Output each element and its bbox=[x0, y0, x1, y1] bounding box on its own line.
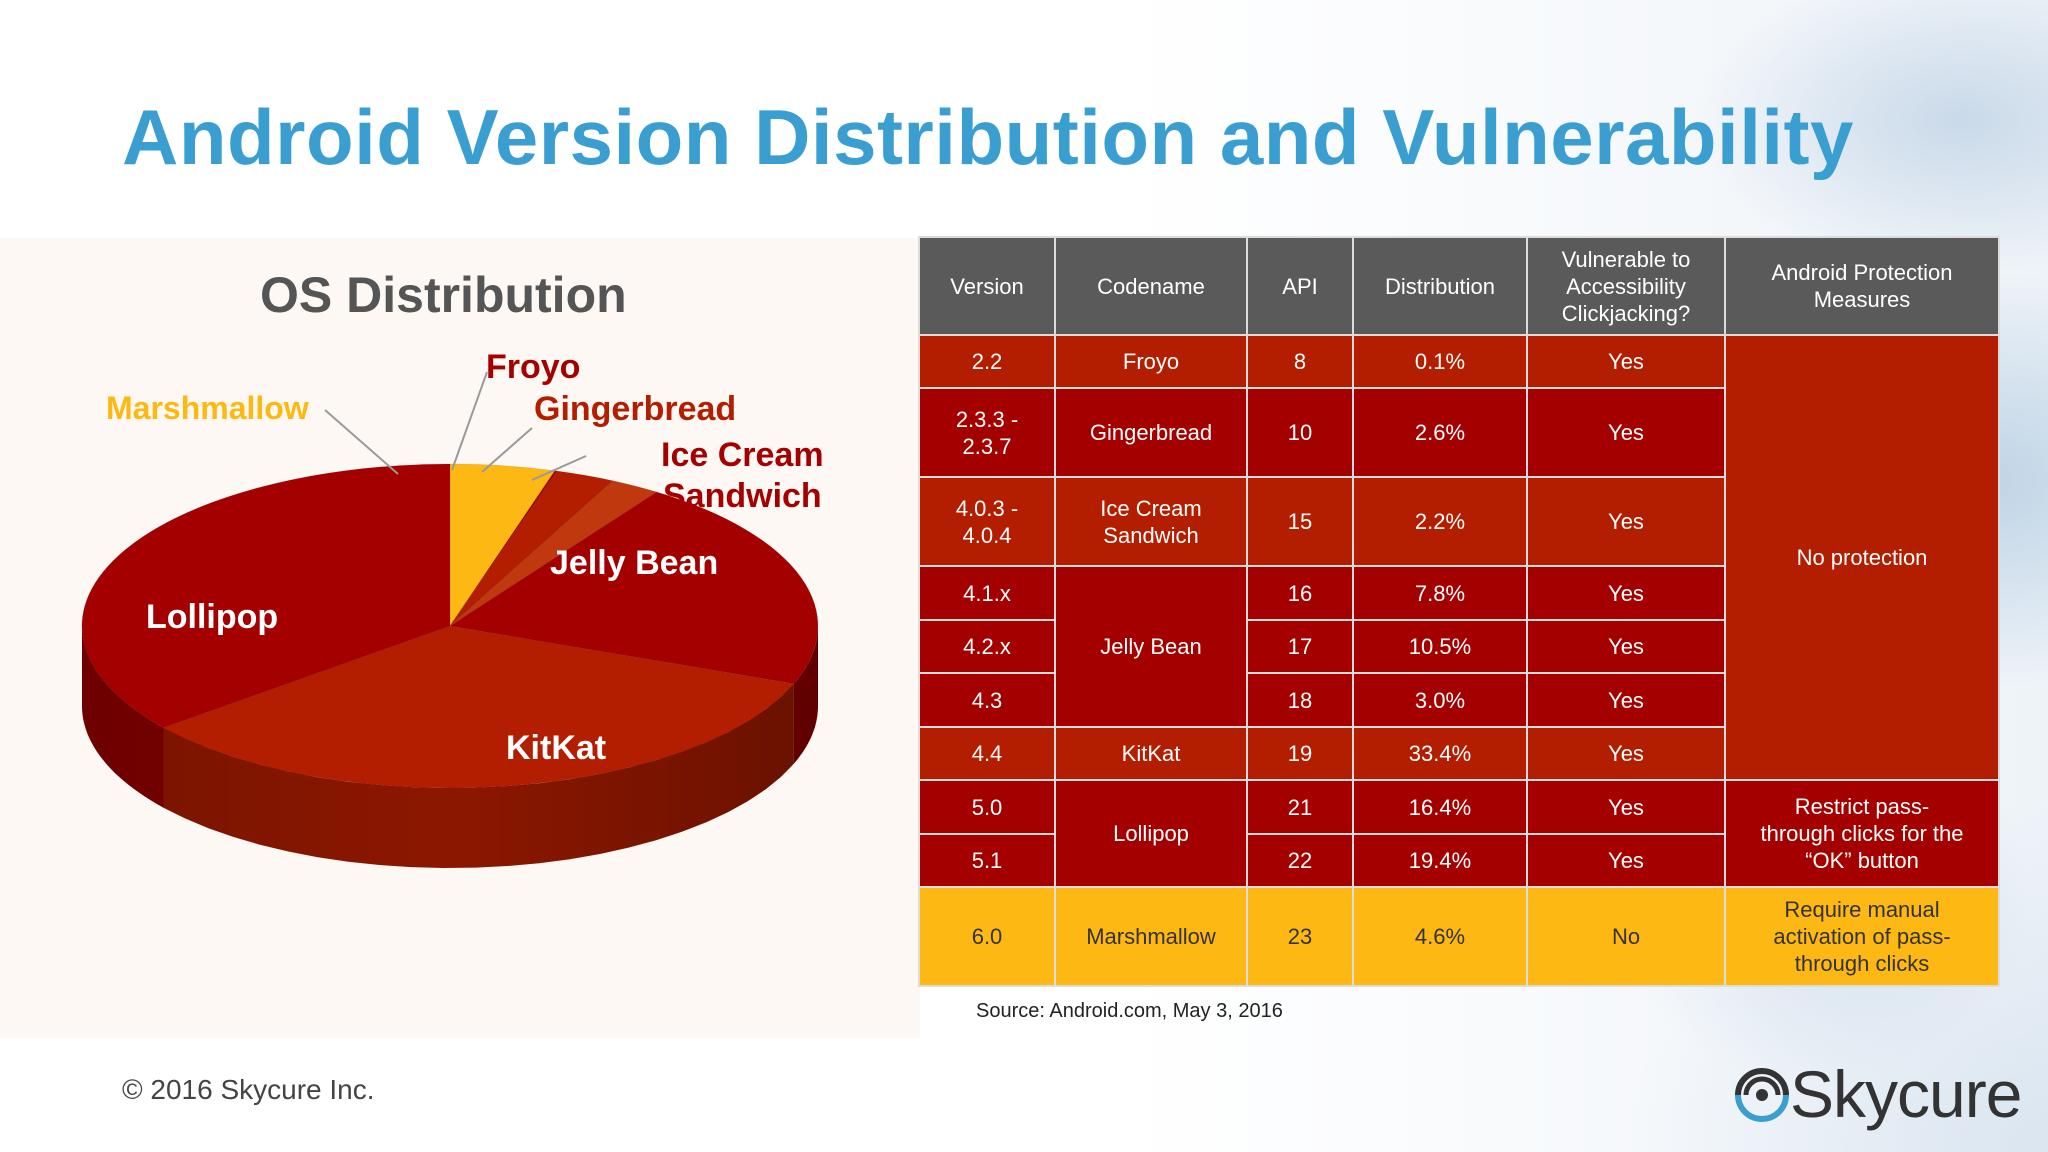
cell-vulnerable: Yes bbox=[1526, 726, 1726, 781]
cell-codename: Ice Cream Sandwich bbox=[1054, 476, 1248, 567]
pie-chart bbox=[81, 371, 819, 868]
pie-label-gingerbread: Gingerbread bbox=[534, 390, 737, 428]
cell-distribution: 2.6% bbox=[1352, 387, 1528, 478]
chart-title: OS Distribution bbox=[260, 267, 627, 323]
leader-line-marshmallow bbox=[324, 409, 399, 475]
cell-api: 15 bbox=[1246, 476, 1354, 567]
pie-label-kitkat: KitKat bbox=[506, 729, 607, 767]
cell-version: 4.3 bbox=[918, 672, 1056, 728]
cell-vulnerable: Yes bbox=[1526, 565, 1726, 621]
table-row: 2.2 Froyo 8 0.1% Yes No protection bbox=[918, 334, 2000, 781]
pie-sides bbox=[82, 626, 818, 868]
leader-line-gingerbread bbox=[481, 427, 533, 473]
cell-version: 4.0.3 -4.0.4 bbox=[918, 476, 1056, 567]
table-row: 5.0 Lollipop 21 16.4% Yes Restrict pass-… bbox=[918, 779, 2000, 888]
table-row: 4.3 18 3.0% Yes bbox=[918, 672, 1999, 728]
table-row: 4.2.x 17 10.5% Yes bbox=[918, 619, 1999, 674]
pie-label-lollipop: Lollipop bbox=[146, 598, 279, 636]
pie-label-ice-cream-2: Sandwich bbox=[663, 477, 822, 515]
pie-slice-gingerbread bbox=[449, 470, 614, 627]
logo-text: Skycure bbox=[1790, 1057, 2022, 1131]
page-title: Android Version Distribution and Vulnera… bbox=[122, 93, 1854, 181]
cell-distribution: 4.6% bbox=[1352, 886, 1528, 987]
copyright: © 2016 Skycure Inc. bbox=[122, 1074, 375, 1105]
source-note: Source: Android.com, May 3, 2016 bbox=[976, 1000, 1283, 1022]
table-row: 5.1 22 19.4% Yes bbox=[918, 833, 1999, 888]
cell-version: 4.2.x bbox=[918, 619, 1056, 674]
cell-protection-marshmallow: Require manual activation of pass-through… bbox=[1724, 886, 2000, 987]
pie-tops bbox=[81, 463, 819, 789]
pie-slice-kitkat bbox=[162, 625, 795, 789]
skycure-logo: Skycure bbox=[1730, 1056, 2022, 1136]
cell-version: 5.0 bbox=[918, 779, 1056, 835]
leader-line-ice-cream bbox=[531, 455, 587, 481]
pie-leader-lines bbox=[324, 371, 587, 481]
cell-distribution: 10.5% bbox=[1352, 619, 1528, 674]
pie-slice-ice-cream-sandwich bbox=[449, 480, 658, 627]
cell-codename: Gingerbread bbox=[1054, 387, 1248, 478]
leader-line-froyo bbox=[451, 371, 488, 471]
header-protection: Android Protection Measures bbox=[1724, 236, 2000, 336]
cell-distribution: 2.2% bbox=[1352, 476, 1528, 567]
cell-protection-none: No protection bbox=[1724, 334, 2000, 781]
cell-vulnerable: Yes bbox=[1526, 779, 1726, 835]
cell-version: 4.4 bbox=[918, 726, 1056, 781]
cell-vulnerable: Yes bbox=[1526, 334, 1726, 389]
cell-distribution: 3.0% bbox=[1352, 672, 1528, 728]
cell-api: 16 bbox=[1246, 565, 1354, 621]
cell-distribution: 0.1% bbox=[1352, 334, 1528, 389]
cell-api: 10 bbox=[1246, 387, 1354, 478]
cell-vulnerable: Yes bbox=[1526, 476, 1726, 567]
header-version: Version bbox=[918, 236, 1056, 336]
pie-label-marshmallow: Marshmallow bbox=[106, 390, 309, 426]
cell-version: 2.3.3 -2.3.7 bbox=[918, 387, 1056, 478]
pie-label-jelly-bean: Jelly Bean bbox=[550, 544, 719, 582]
cell-version: 2.2 bbox=[918, 334, 1056, 389]
table-row: 6.0 Marshmallow 23 4.6% No Require manua… bbox=[918, 886, 2000, 987]
cell-vulnerable: No bbox=[1526, 886, 1726, 987]
skycure-logo-icon bbox=[1735, 1068, 1789, 1122]
cell-codename: KitKat bbox=[1054, 726, 1248, 781]
table-row: 4.4 KitKat 19 33.4% Yes bbox=[918, 726, 1999, 781]
cell-distribution: 16.4% bbox=[1352, 779, 1528, 835]
cell-codename: Froyo bbox=[1054, 334, 1248, 389]
cell-protection-lollipop: Restrict pass-through clicks for the “OK”… bbox=[1724, 779, 2000, 888]
header-distribution: Distribution bbox=[1352, 236, 1528, 336]
header-api: API bbox=[1246, 236, 1354, 336]
cell-distribution: 33.4% bbox=[1352, 726, 1528, 781]
cell-vulnerable: Yes bbox=[1526, 672, 1726, 728]
table-row: 4.1.x Jelly Bean 16 7.8% Yes bbox=[918, 565, 1999, 728]
cell-api: 21 bbox=[1246, 779, 1354, 835]
cell-api: 17 bbox=[1246, 619, 1354, 674]
pie-side-shade bbox=[82, 626, 818, 868]
cell-vulnerable: Yes bbox=[1526, 833, 1726, 888]
cell-distribution: 19.4% bbox=[1352, 833, 1528, 888]
cell-version: 5.1 bbox=[918, 833, 1056, 888]
cell-codename: Jelly Bean bbox=[1054, 565, 1248, 728]
pie-slice-lollipop bbox=[81, 463, 451, 729]
table-row: 4.0.3 -4.0.4 Ice Cream Sandwich 15 2.2% Y… bbox=[918, 476, 1999, 567]
cell-version: 4.1.x bbox=[918, 565, 1056, 621]
pie-label-ice-cream-1: Ice Cream bbox=[661, 436, 824, 474]
cell-version: 6.0 bbox=[918, 886, 1056, 987]
version-table: Version Codename API Distribution Vulner… bbox=[918, 236, 2000, 987]
cell-api: 23 bbox=[1246, 886, 1354, 987]
pie-label-froyo: Froyo bbox=[486, 348, 581, 386]
cell-vulnerable: Yes bbox=[1526, 387, 1726, 478]
cell-api: 8 bbox=[1246, 334, 1354, 389]
table-row: 2.3.3 -2.3.7 Gingerbread 10 2.6% Yes bbox=[918, 387, 1999, 478]
pie-slice-jelly-bean bbox=[448, 491, 819, 685]
cell-vulnerable: Yes bbox=[1526, 619, 1726, 674]
cell-api: 18 bbox=[1246, 672, 1354, 728]
cell-distribution: 7.8% bbox=[1352, 565, 1528, 621]
header-codename: Codename bbox=[1054, 236, 1248, 336]
cell-api: 19 bbox=[1246, 726, 1354, 781]
table-header-row: Version Codename API Distribution Vulner… bbox=[918, 236, 2000, 336]
cell-codename: Marshmallow bbox=[1054, 886, 1248, 987]
cell-api: 22 bbox=[1246, 833, 1354, 888]
header-vulnerable: Vulnerable to Accessibility Clickjacking? bbox=[1526, 236, 1726, 336]
cell-codename: Lollipop bbox=[1054, 779, 1248, 888]
